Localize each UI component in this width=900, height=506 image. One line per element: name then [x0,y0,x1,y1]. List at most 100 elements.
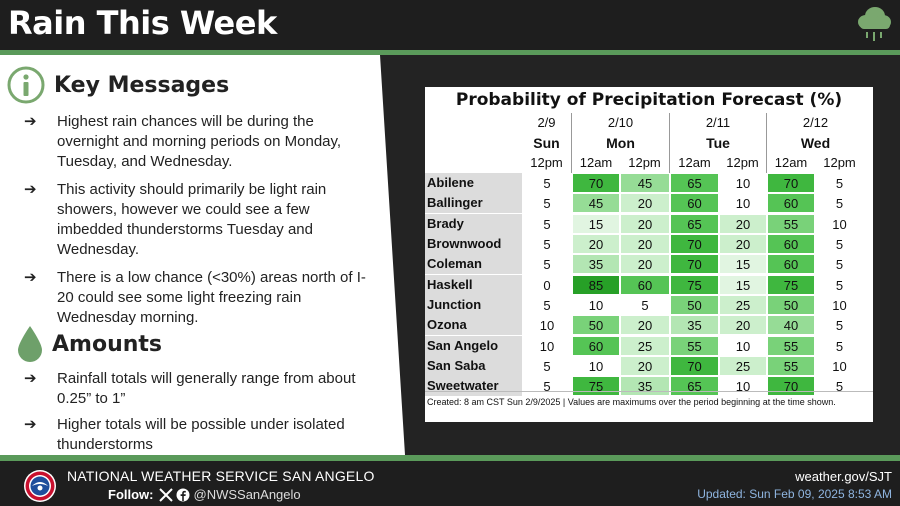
date-label: 2/9 [522,113,572,133]
list-item: ➔ Highest rain chances will be during the… [24,113,342,170]
table-cell: 60 [620,274,670,295]
table-cell: 10 [719,335,767,356]
table-cell: 75 [670,274,719,295]
table-cell: 20 [620,315,670,336]
table-grid: 2/9 2/10 2/11 2/12 Sun Mon Tue Wed 12pm 12am 12pm 1… [425,113,864,397]
table-cell: 5 [815,315,864,336]
arrow-icon: ➔ [24,181,37,198]
date-label: 2/12 [802,115,829,130]
day-label: Wed [800,135,831,151]
table-cell: 20 [719,213,767,234]
table-cell: 35 [670,315,719,336]
table-cell: 5 [522,213,572,234]
footer-bar: NATIONAL WEATHER SERVICE SAN ANGELO Foll… [0,461,900,506]
table-row-city: Ballinger [425,193,522,214]
table-cell: 50 [572,315,620,336]
table-cell: 5 [815,335,864,356]
table-cell: 5 [522,233,572,254]
table-cell: 25 [719,355,767,376]
rain-cloud-icon [858,7,891,41]
amounts-header: Amounts [16,325,162,363]
raindrop-icon [18,326,42,362]
website-link[interactable]: weather.gov/SJT [795,469,892,484]
table-cell: 20 [620,355,670,376]
table-cell: 85 [572,274,620,295]
table-cell: 10 [719,376,767,397]
table-row-city: Ozona [425,315,522,336]
table-row-city: Abilene [425,173,522,193]
table-cell: 20 [572,233,620,254]
table-cell: 10 [815,213,864,234]
divider [425,391,873,392]
list-item: ➔ This activity should primarily be light… [24,181,327,258]
table-cell: 55 [670,335,719,356]
day-label: Tue [670,133,767,153]
facebook-icon[interactable] [176,488,190,502]
header-bar: Rain This Week [0,0,900,50]
table-title: Probability of Precipitation Forecast (%… [455,90,843,110]
table-cell: 45 [620,173,670,193]
table-cell: 20 [719,315,767,336]
table-row-city: Sweetwater [425,376,522,397]
table-cell: 5 [522,254,572,275]
table-footnote: Created: 8 am CST Sun 2/9/2025 | Values … [427,397,836,407]
table-cell: 5 [620,294,670,315]
day-label: Sun [522,133,572,153]
table-cell: 60 [670,193,719,214]
time-label: 12am [678,155,711,170]
table-cell: 70 [670,254,719,275]
time-label: 12pm [823,155,856,170]
arrow-icon: ➔ [24,370,37,387]
time-label: 12pm [719,153,767,173]
table-cell: 10 [719,173,767,193]
table-cell: 10 [522,315,572,336]
list-item: ➔ There is a low chance (<30%) areas nort… [24,269,366,326]
time-label: 12pm [522,153,572,173]
table-cell: 5 [522,294,572,315]
follow-label: Follow: [108,487,154,502]
list-item: ➔ Higher totals will be possible under is… [24,416,345,453]
table-cell: 15 [719,254,767,275]
table-cell: 5 [815,274,864,295]
date-label: 2/10 [572,113,670,133]
header-divider [0,50,900,55]
table-cell: 60 [767,193,815,214]
footer-divider [0,455,900,461]
table-row-city: Brady [425,213,522,234]
time-label: 12am [774,155,808,170]
table-cell: 5 [815,173,864,193]
table-cell: 50 [670,294,719,315]
date-label: 2/11 [670,113,767,133]
table-cell: 75 [572,376,620,397]
table-cell: 35 [572,254,620,275]
table-cell: 5 [815,193,864,214]
updated-timestamp: Updated: Sun Feb 09, 2025 8:53 AM [697,487,892,501]
header-spacer [425,113,522,133]
table-cell: 20 [620,254,670,275]
table-row-city: San Angelo [425,335,522,356]
table-row-city: Brownwood [425,233,522,254]
office-name: NATIONAL WEATHER SERVICE SAN ANGELO [67,468,375,484]
table-cell: 65 [670,173,719,193]
table-cell: 60 [572,335,620,356]
table-cell: 55 [767,335,815,356]
x-icon[interactable] [158,487,173,502]
table-cell: 70 [767,173,815,193]
social-handle[interactable]: @NWSSanAngelo [193,487,301,502]
table-row-city: San Saba [425,355,522,376]
pop-forecast-table: Probability of Precipitation Forecast (%… [425,87,873,422]
table-cell: 10 [572,355,620,376]
amounts-list: ➔ Rainfall totals will generally range fr… [24,369,379,463]
table-cell: 20 [719,233,767,254]
table-cell: 60 [767,233,815,254]
table-cell: 65 [670,213,719,234]
table-cell: 20 [620,213,670,234]
key-messages-header: Key Messages [7,66,229,104]
table-cell: 20 [620,233,670,254]
table-cell: 5 [815,376,864,397]
nws-logo [24,470,56,502]
arrow-icon: ➔ [24,269,37,286]
header-spacer [425,153,522,173]
table-cell: 10 [522,335,572,356]
table-cell: 0 [522,274,572,295]
